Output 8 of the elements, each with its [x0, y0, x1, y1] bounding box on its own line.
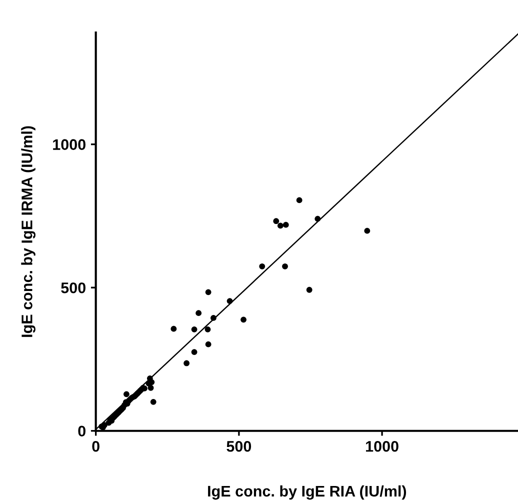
y-tick-label: 1000 [53, 139, 86, 150]
x-tick-label: 500 [226, 440, 252, 452]
y-tick-label: 500 [61, 282, 86, 294]
x-axis-title: IgE conc. by IgE RIA (IU/ml) [208, 485, 406, 500]
y-tick-label: 0 [78, 426, 86, 437]
x-tick-label: 0 [92, 440, 100, 452]
x-tick-label: 1000 [366, 440, 398, 452]
y-axis-title: IgE conc. by IgE IRMA (IU/ml) [21, 126, 36, 337]
